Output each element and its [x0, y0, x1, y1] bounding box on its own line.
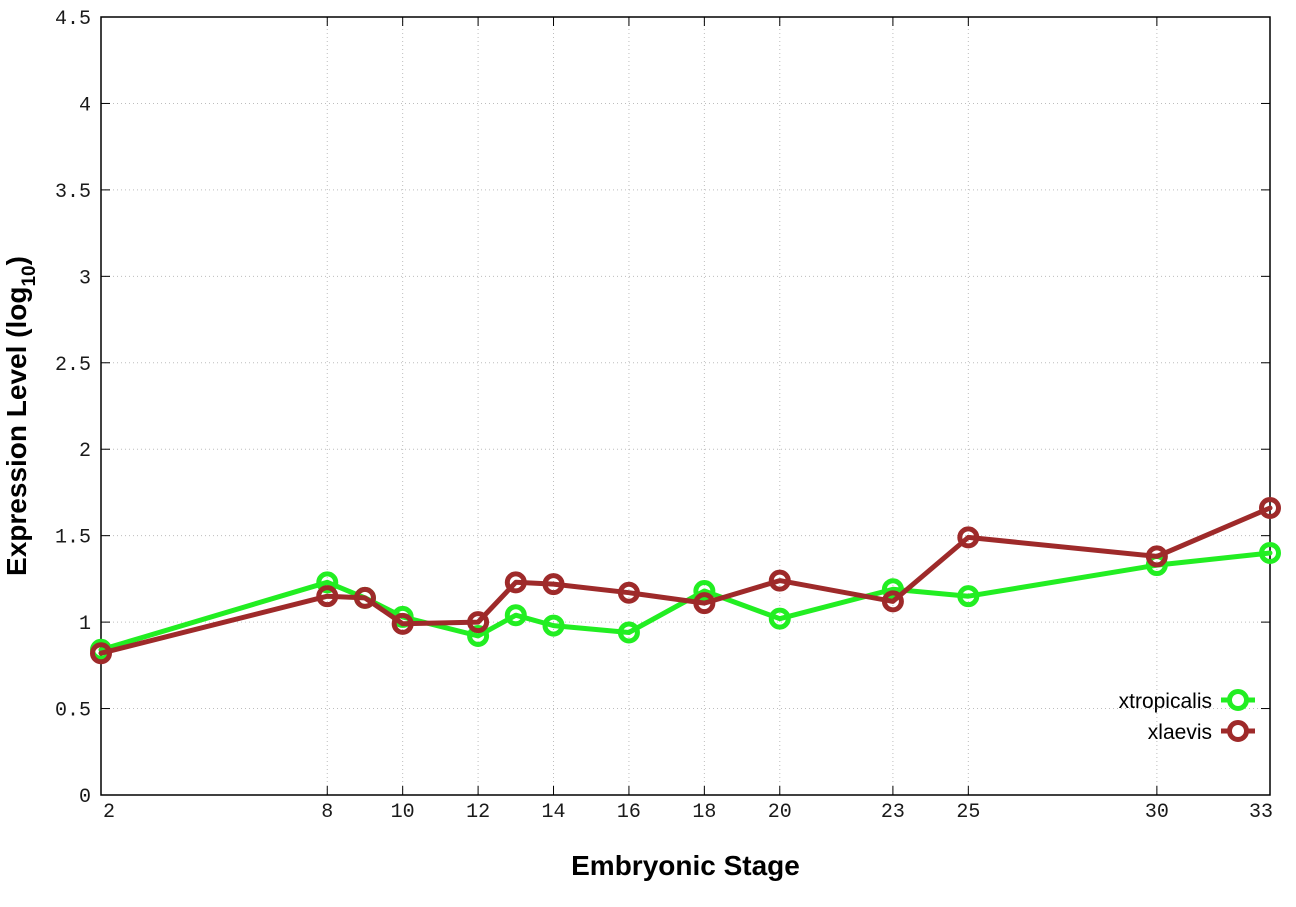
data-point	[391, 612, 414, 635]
legend-item: xlaevis	[1148, 720, 1255, 744]
data-point	[768, 569, 791, 592]
x-tick-label: 30	[1145, 801, 1169, 824]
data-point	[768, 607, 791, 630]
data-point	[957, 585, 980, 608]
data-point	[504, 571, 527, 594]
axis-ticks: 0 0.5 1 1.5 2 2.5 3 3.5 4 4.5 2 8 10 12 14 16 18 20 23 25 30…	[55, 8, 1273, 824]
data-point	[1259, 497, 1281, 520]
y-tick-label: 3.5	[55, 181, 91, 204]
legend-marker-swatch	[1227, 720, 1249, 742]
data-point	[90, 642, 112, 665]
y-axis-title: Expression Level (log10)	[1, 256, 40, 576]
plot-frame	[100, 16, 1271, 796]
x-tick-label: 2	[103, 801, 115, 824]
y-tick-label: 3	[79, 267, 91, 290]
data-point	[693, 579, 716, 602]
grid	[101, 17, 1270, 795]
y-axis-title-main: Expression Level (log	[1, 287, 32, 576]
data-point	[881, 578, 904, 601]
data-point	[957, 526, 980, 549]
legend-item: xtropicalis	[1119, 689, 1255, 713]
data-point	[617, 621, 640, 644]
y-axis-title-subscript: 10	[19, 265, 40, 286]
data-point	[617, 581, 640, 604]
y-tick-label: 1.5	[55, 527, 91, 550]
data-point	[467, 611, 490, 634]
x-tick-label: 25	[956, 801, 980, 824]
x-tick-label: 12	[466, 801, 490, 824]
x-tick-label: 23	[881, 801, 905, 824]
x-axis-title: Embryonic Stage	[571, 850, 800, 881]
data-point	[353, 586, 376, 609]
y-tick-label: 2	[79, 440, 91, 463]
y-tick-label: 4	[79, 94, 91, 117]
x-tick-label: 16	[617, 801, 641, 824]
data-point	[1145, 545, 1168, 568]
y-axis-title-close: )	[1, 256, 32, 265]
x-tick-label: 14	[542, 801, 566, 824]
series-xlaevis	[90, 497, 1281, 665]
x-tick-label: 20	[768, 801, 792, 824]
data-point	[542, 573, 565, 596]
legend: xtropicalis xlaevis	[1119, 689, 1255, 744]
data-point	[1259, 541, 1281, 564]
x-tick-label: 18	[692, 801, 716, 824]
data-point	[881, 590, 904, 613]
x-tick-label: 10	[391, 801, 415, 824]
data-point	[316, 571, 339, 594]
y-tick-label: 1	[79, 613, 91, 636]
series-group	[90, 497, 1281, 665]
data-point	[693, 592, 716, 615]
y-tick-label: 0.5	[55, 700, 91, 723]
legend-label: xtropicalis	[1119, 690, 1212, 713]
x-tick-label: 8	[321, 801, 333, 824]
y-tick-label: 0	[79, 786, 91, 809]
y-tick-label: 2.5	[55, 354, 91, 377]
data-point	[467, 624, 490, 647]
data-point	[504, 604, 527, 627]
data-point	[316, 585, 339, 608]
legend-label: xlaevis	[1148, 721, 1212, 744]
data-point	[542, 614, 565, 637]
x-tick-label: 33	[1249, 801, 1273, 824]
y-tick-label: 4.5	[55, 8, 91, 31]
legend-marker-swatch	[1227, 689, 1249, 711]
